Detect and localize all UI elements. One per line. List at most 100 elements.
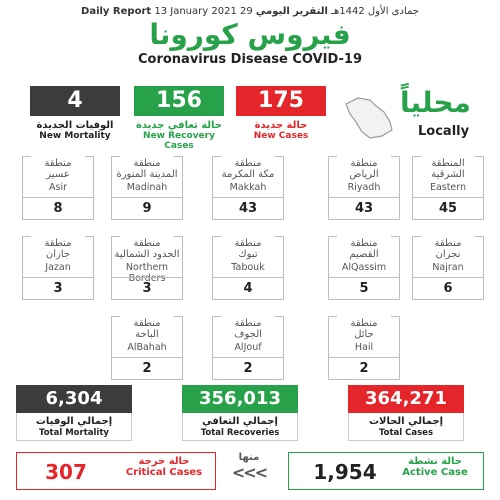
including-label: منها (238, 452, 260, 463)
locally-english: Locally (418, 124, 470, 139)
region-title-ar: الرياض (349, 169, 379, 180)
region-case-count: 3 (112, 277, 182, 299)
including-indicator: منها <<< (223, 452, 275, 482)
new-mortality-value: 4 (30, 86, 120, 116)
region-card: منطقة حائل Hail 2 (328, 316, 400, 380)
total-cases-label-en: Total Cases (378, 428, 434, 438)
region-prefix-ar: منطقة (44, 158, 72, 169)
card-border (329, 156, 337, 157)
total-mortality-value: 6,304 (16, 385, 132, 413)
region-name-ar: منطقة القصيم (329, 238, 399, 260)
total-recoveries-box: 356,013 إجمالي التعافي Total Recoveries (182, 385, 298, 441)
region-card: منطقة مكة المكرمة Makkah 43 (212, 156, 284, 220)
card-border (174, 236, 182, 237)
title-arabic: فيروس كورونا (149, 18, 351, 51)
new-mortality-label-ar: الوفيات الجديدة (36, 120, 114, 131)
region-title-ar: الباحة (135, 329, 159, 340)
total-recoveries-label-ar: إجمالي التعافي (202, 416, 278, 427)
total-recoveries-value: 356,013 (182, 385, 298, 413)
region-name-ar: المنطقة الشرقية (413, 158, 483, 180)
critical-cases-label-en: Critical Cases (125, 467, 203, 478)
saudi-map-icon (345, 97, 393, 139)
new-mortality-label-en: New Mortality (39, 131, 111, 141)
title-english: Coronavirus Disease COVID-19 (137, 52, 362, 67)
hijri-date: 29 جمادى الأول 1442هـ (240, 6, 419, 17)
region-name-en: Najran (432, 262, 464, 273)
region-prefix-ar: منطقة (234, 318, 262, 329)
region-card: المنطقة الشرقية Eastern 45 (412, 156, 484, 220)
new-cases-box: 175 حالة جديدة New Cases (236, 86, 326, 141)
card-border (85, 236, 93, 237)
region-name-en: AlBahah (127, 342, 167, 353)
region-prefix-ar: منطقة (133, 238, 161, 249)
total-mortality-box: 6,304 إجمالي الوفيات Total Mortality (16, 385, 132, 441)
region-title-ar: القصيم (349, 249, 379, 260)
card-border (112, 156, 120, 157)
region-name-en: Eastern (429, 182, 467, 193)
locally-arabic: محلياً (400, 86, 471, 119)
card-border (391, 236, 399, 237)
region-prefix-ar: منطقة (133, 318, 161, 329)
total-mortality-label-ar: إجمالي الوفيات (35, 416, 113, 427)
card-border (213, 156, 221, 157)
region-case-count: 2 (112, 357, 182, 379)
region-name-ar: منطقة الباحة (112, 318, 182, 340)
card-border (329, 236, 337, 237)
region-name-ar: منطقة عسير (23, 158, 93, 180)
card-border (85, 156, 93, 157)
region-name-en: Jazan (45, 262, 71, 273)
active-cases-box: حالة نشطة Active Case 1,954 (288, 452, 484, 490)
critical-cases-box: حالة حرجة Critical Cases 307 (16, 452, 216, 490)
daily-report-en: Daily Report (81, 6, 152, 17)
region-name-ar: منطقة مكة المكرمة (213, 158, 283, 180)
region-name-en: Northern Borders (125, 262, 169, 284)
card-border (413, 156, 421, 157)
region-case-count: 2 (213, 357, 283, 379)
region-prefix-ar: منطقة (44, 238, 72, 249)
region-case-count: 9 (112, 197, 182, 219)
total-recoveries-label-en: Total Recoveries (200, 428, 280, 438)
region-prefix-ar: المنطقة (431, 158, 465, 169)
region-name-ar: منطقة حائل (329, 318, 399, 340)
card-border (475, 236, 483, 237)
card-border (391, 316, 399, 317)
region-name-en: Tabouk (231, 262, 265, 273)
region-case-count: 2 (329, 357, 399, 379)
card-border (391, 156, 399, 157)
active-cases-label-en: Active Case (402, 467, 468, 478)
daily-report-ar: التقرير اليومي (255, 6, 328, 17)
total-cases-label-ar: إجمالي الحالات (368, 416, 444, 427)
new-cases-label-en: New Cases (253, 131, 309, 141)
card-border (275, 236, 283, 237)
region-name-en: AlQassim (341, 262, 387, 273)
card-border (275, 316, 283, 317)
region-card: منطقة عسير Asir 8 (22, 156, 94, 220)
active-cases-value: 1,954 (313, 460, 377, 484)
critical-cases-label-ar: حالة حرجة (138, 456, 190, 467)
region-name-ar: منطقة الحدود الشمالية (112, 238, 182, 260)
region-card: منطقة الباحة AlBahah 2 (111, 316, 183, 380)
region-title-ar: جازان (45, 249, 71, 260)
region-prefix-ar: منطقة (234, 158, 262, 169)
new-cases-label-ar: حالة جديدة (254, 120, 308, 131)
region-title-ar: حائل (354, 329, 374, 340)
date-line: Daily Report 13 January 2021 29 جمادى ال… (0, 6, 500, 17)
critical-cases-value: 307 (45, 460, 87, 484)
region-card: منطقة الجوف AlJouf 2 (212, 316, 284, 380)
arrows-icon: <<< (231, 463, 268, 482)
region-card: منطقة تبوك Tabouk 4 (212, 236, 284, 300)
region-prefix-ar: منطقة (350, 318, 378, 329)
total-cases-box: 364,271 إجمالي الحالات Total Cases (348, 385, 464, 441)
new-mortality-box: 4 الوفيات الجديدة New Mortality (30, 86, 120, 141)
region-card: منطقة الرياض Riyadh 43 (328, 156, 400, 220)
region-case-count: 5 (329, 277, 399, 299)
region-case-count: 3 (23, 277, 93, 299)
region-case-count: 43 (213, 197, 283, 219)
gregorian-date: 13 January 2021 (154, 6, 237, 17)
region-prefix-ar: منطقة (234, 238, 262, 249)
region-title-ar: الجوف (234, 329, 262, 340)
region-name-en: Asir (49, 182, 67, 193)
new-recovery-box: 156 حالة تعافي جديدة New Recovery Cases (134, 86, 224, 151)
region-name-en: Makkah (229, 182, 267, 193)
critical-cases-label: حالة حرجة Critical Cases (119, 456, 209, 478)
